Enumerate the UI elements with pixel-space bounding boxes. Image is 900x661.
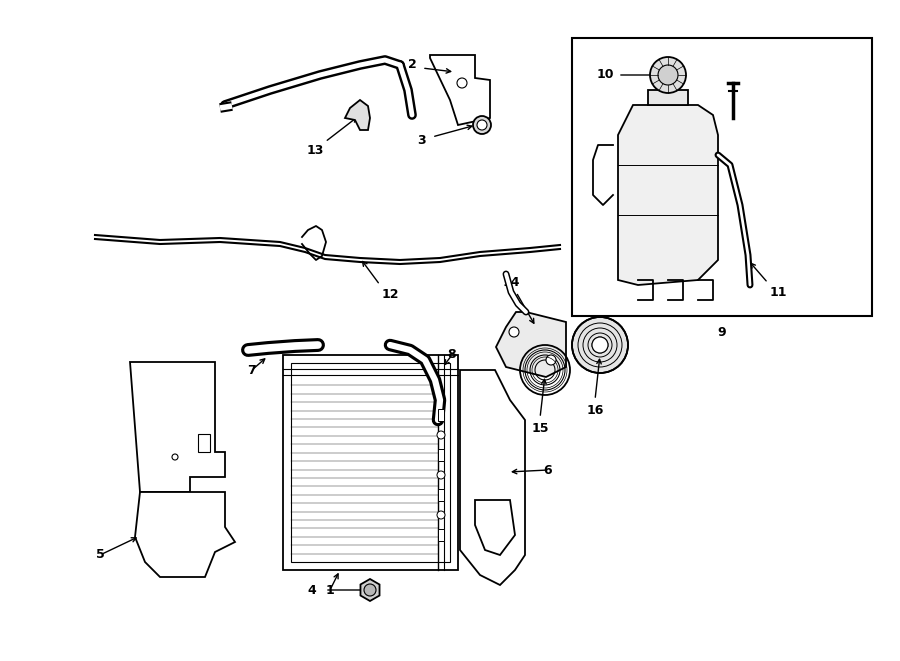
Polygon shape xyxy=(361,579,380,601)
Circle shape xyxy=(650,57,686,93)
Text: 5: 5 xyxy=(95,549,104,561)
Polygon shape xyxy=(345,100,370,130)
Circle shape xyxy=(437,471,445,479)
Text: 1: 1 xyxy=(326,584,335,596)
Bar xyxy=(438,449,444,461)
Polygon shape xyxy=(618,105,718,285)
Circle shape xyxy=(546,355,556,365)
Polygon shape xyxy=(130,362,225,492)
Circle shape xyxy=(509,327,519,337)
Circle shape xyxy=(437,431,445,439)
Text: 14: 14 xyxy=(502,276,520,288)
Polygon shape xyxy=(460,370,525,585)
Bar xyxy=(438,409,444,421)
Bar xyxy=(572,38,872,316)
Circle shape xyxy=(477,120,487,130)
Bar xyxy=(283,355,458,570)
Bar xyxy=(438,529,444,541)
Polygon shape xyxy=(648,90,688,105)
Circle shape xyxy=(473,116,491,134)
Text: 8: 8 xyxy=(447,348,456,362)
Circle shape xyxy=(658,65,678,85)
Text: 10: 10 xyxy=(596,69,614,81)
Circle shape xyxy=(592,337,608,353)
Polygon shape xyxy=(475,500,515,555)
Circle shape xyxy=(364,584,376,596)
Text: 15: 15 xyxy=(531,422,549,434)
Text: 6: 6 xyxy=(544,463,553,477)
Text: 2: 2 xyxy=(408,59,417,71)
Text: 3: 3 xyxy=(417,134,426,147)
Text: 9: 9 xyxy=(717,325,726,338)
Text: 4: 4 xyxy=(308,584,317,596)
Text: 12: 12 xyxy=(382,288,399,301)
Circle shape xyxy=(572,317,628,373)
Circle shape xyxy=(457,78,467,88)
Text: 16: 16 xyxy=(586,403,604,416)
Text: 13: 13 xyxy=(306,143,324,157)
Bar xyxy=(438,489,444,501)
Text: 7: 7 xyxy=(248,364,256,377)
Bar xyxy=(198,434,210,452)
Circle shape xyxy=(172,454,178,460)
Polygon shape xyxy=(430,55,490,125)
Text: 11: 11 xyxy=(770,286,787,299)
Circle shape xyxy=(437,511,445,519)
Polygon shape xyxy=(496,312,566,377)
Polygon shape xyxy=(135,492,235,577)
Bar xyxy=(291,363,450,562)
